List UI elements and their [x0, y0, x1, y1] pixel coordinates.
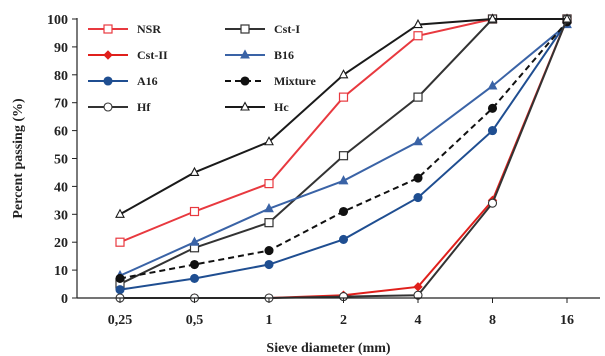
x-axis-title: Sieve diameter (mm) [266, 341, 390, 356]
legend-label-b16: B16 [274, 48, 294, 62]
x-tick-label: 2 [340, 313, 347, 328]
data-point-hc [487, 13, 498, 23]
x-tick-label: 4 [415, 313, 422, 328]
data-point-a16 [413, 193, 423, 203]
legend-label-hf: Hf [137, 100, 151, 114]
data-point-hc [189, 166, 200, 176]
data-point-hc [413, 18, 423, 29]
data-point-cst-i [413, 92, 423, 102]
y-tick-label: 20 [54, 236, 68, 251]
legend: NSR Cst-I Cst-II B16 A16 Mixture Hf Hc [88, 22, 316, 114]
legend-item-cst-i: Cst-I [225, 22, 300, 36]
data-point-b16 [487, 80, 498, 90]
x-tick-label: 8 [489, 313, 496, 328]
data-point-nsr [338, 92, 349, 102]
legend-marker [103, 102, 113, 112]
data-point-hc [264, 136, 274, 146]
data-point-hc [338, 69, 349, 79]
series-hc [115, 13, 572, 218]
x-tick-label: 0,25 [108, 313, 133, 328]
legend-label-cst-i: Cst-I [274, 22, 300, 36]
ticks-layer: 0 10 20 30 40 50 60 70 80 90 100 0,25 0,5 1 2 4 8 16 [47, 13, 574, 328]
x-tick-label: 16 [560, 313, 574, 328]
series-mixture [115, 17, 572, 284]
data-point-mixture [487, 103, 498, 113]
y-tick-label: 60 [54, 125, 68, 140]
legend-item-hc: Hc [225, 100, 289, 114]
data-point-b16 [264, 203, 274, 213]
y-tick-label: 30 [54, 208, 68, 223]
legend-label-mixture: Mixture [274, 74, 316, 88]
legend-item-cst-ii: Cst-II [88, 48, 168, 62]
data-point-hc [562, 13, 572, 23]
data-point-mixture [338, 206, 349, 217]
legend-marker [240, 24, 250, 34]
data-point-mixture [115, 273, 125, 284]
data-point-cst-i [264, 218, 274, 228]
series-layer [115, 13, 572, 303]
x-tick-label: 0,5 [186, 313, 204, 328]
data-point-b16 [338, 175, 349, 185]
data-point-nsr [264, 179, 274, 189]
y-tick-label: 100 [47, 13, 68, 28]
data-point-a16 [487, 126, 498, 136]
legend-marker [103, 76, 113, 86]
data-point-a16 [115, 285, 125, 295]
data-point-nsr [413, 31, 423, 41]
data-point-mixture [413, 173, 423, 183]
legend-marker [103, 24, 113, 34]
y-tick-label: 0 [61, 292, 68, 307]
y-tick-label: 40 [54, 180, 68, 195]
legend-label-cst-ii: Cst-II [137, 48, 168, 62]
legend-item-hf: Hf [88, 100, 151, 114]
data-point-hc [115, 208, 125, 218]
data-point-nsr [115, 237, 125, 247]
data-point-a16 [338, 234, 349, 244]
data-point-hf [487, 198, 498, 208]
y-tick-label: 10 [54, 264, 68, 279]
legend-item-mixture: Mixture [225, 74, 316, 88]
legend-item-nsr: NSR [88, 22, 161, 36]
data-point-a16 [189, 273, 200, 284]
data-point-mixture [189, 259, 200, 270]
legend-label-hc: Hc [274, 100, 289, 114]
data-point-cst-i [338, 151, 349, 161]
data-point-nsr [189, 206, 200, 217]
y-axis-title: Percent passing (%) [11, 98, 26, 219]
y-tick-label: 90 [54, 41, 68, 56]
legend-label-nsr: NSR [137, 22, 161, 36]
legend-marker [240, 101, 250, 111]
data-point-a16 [264, 259, 274, 270]
data-point-b16 [413, 136, 423, 146]
legend-marker [103, 50, 113, 60]
data-point-mixture [264, 246, 274, 256]
legend-item-a16: A16 [88, 74, 158, 88]
y-tick-label: 70 [54, 97, 68, 112]
legend-item-b16: B16 [225, 48, 294, 62]
legend-marker [240, 76, 250, 86]
legend-marker [240, 49, 250, 59]
data-point-b16 [189, 236, 200, 246]
y-tick-label: 80 [54, 69, 68, 84]
legend-label-a16: A16 [137, 74, 158, 88]
x-tick-label: 1 [266, 313, 273, 328]
y-tick-label: 50 [54, 153, 68, 168]
